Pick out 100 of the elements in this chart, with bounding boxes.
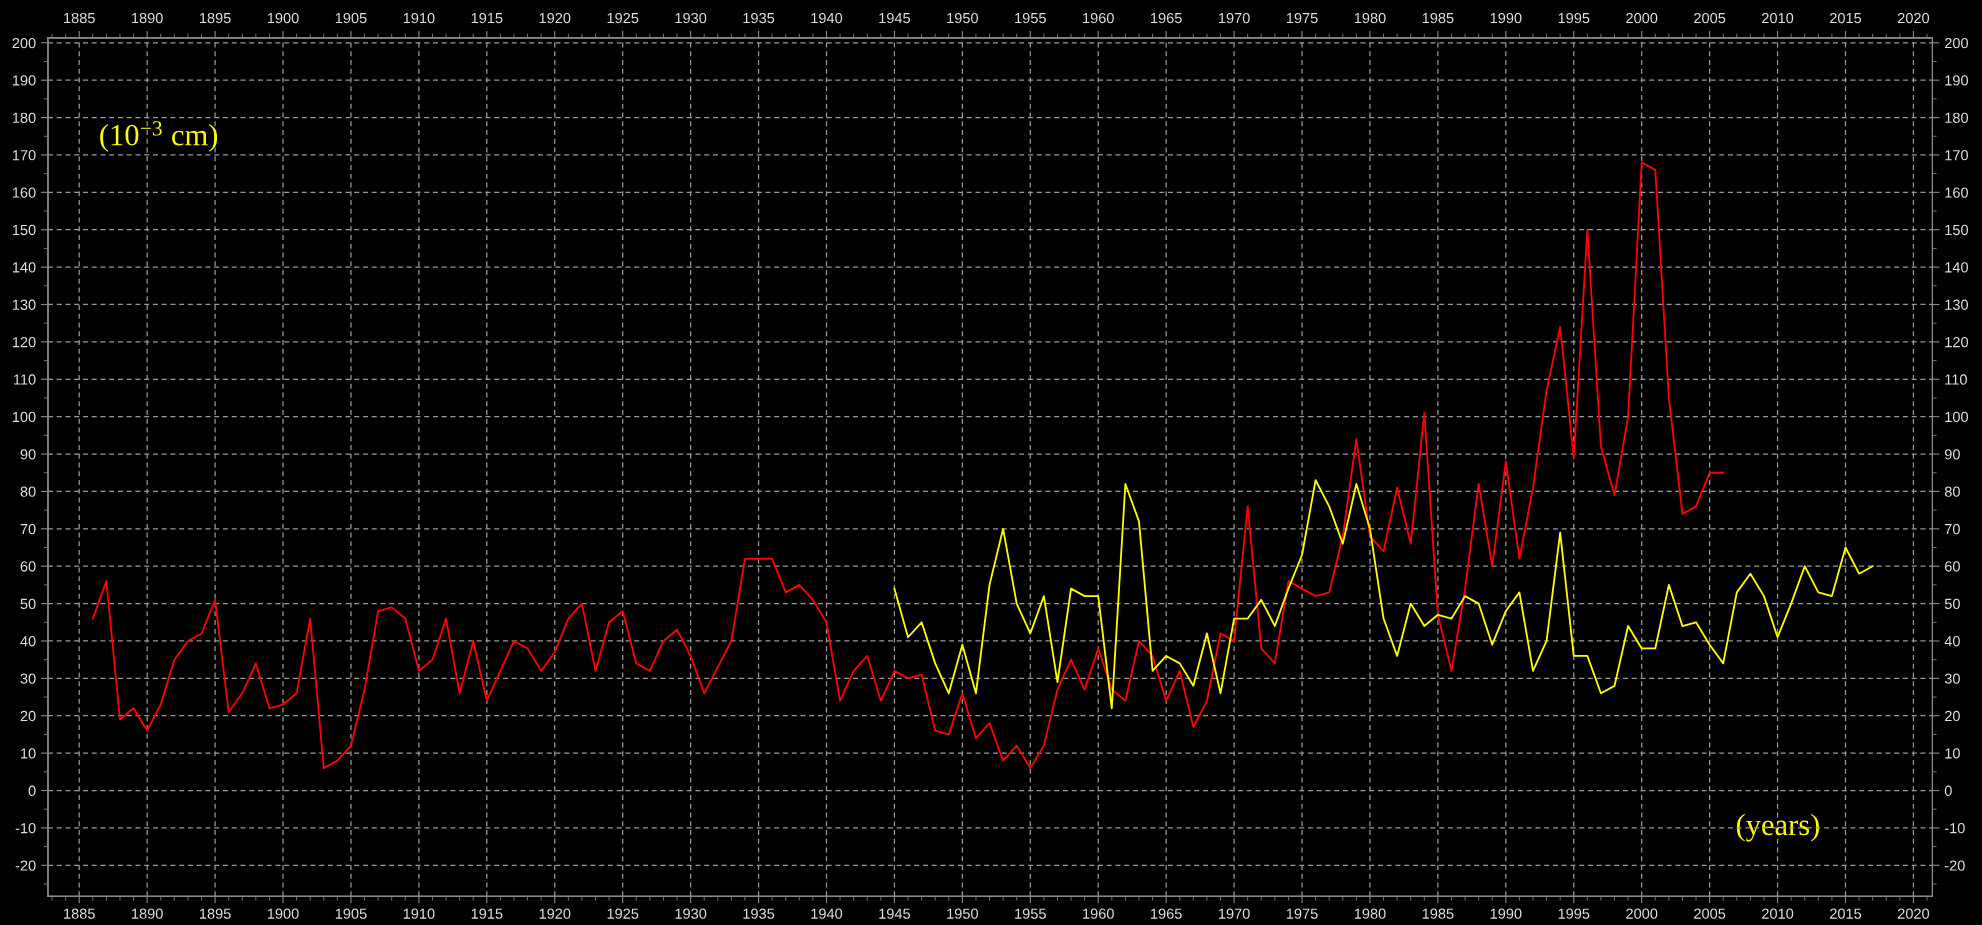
y-tick-label: 120 [12,336,36,348]
x-tick-label: 1985 [1422,908,1454,919]
y2-tick-label: 140 [1945,262,1969,273]
y-tick-label: 140 [12,262,36,273]
y2-tick-label: 130 [1945,299,1969,310]
x-tick-label: 1910 [403,908,435,919]
x-tick-label: 2020 [1897,908,1930,919]
x-tick-label: 1925 [607,908,639,919]
x2-tick-label: 1920 [539,12,571,24]
x-tick-label: 1975 [1286,908,1318,919]
x-tick-label: 1960 [1083,908,1114,919]
y2-tick-label: 50 [1944,598,1960,610]
y2-tick-label: 20 [1944,710,1960,722]
y-tick-label: 130 [12,299,36,310]
y2-tick-label: 40 [1944,636,1960,647]
x2-tick-label: 1975 [1286,12,1318,24]
x-tick-label: 1995 [1558,908,1590,919]
x-tick-label: 1990 [1490,908,1522,919]
y-tick-label: 180 [12,112,36,123]
x2-tick-label: 1930 [675,12,707,24]
y2-tick-label: -10 [1944,823,1965,834]
y2-tick-label: 30 [1944,673,1960,684]
x-tick-label: 1885 [64,908,95,919]
line-series [893,479,1874,710]
x2-tick-label: 1890 [132,12,163,24]
y2-tick-label: 80 [1944,486,1960,497]
x2-tick-label: 1885 [64,12,95,24]
x-tick-label: 1980 [1354,908,1386,919]
y-tick-label: 50 [20,598,36,610]
x-tick-label: 2005 [1694,908,1726,919]
x2-tick-label: 1955 [1015,12,1046,24]
y-tick-label: -20 [15,860,36,871]
x-tick-label: 1965 [1151,908,1182,919]
x-axis-title: (years) [1736,813,1819,842]
x2-tick-label: 1915 [471,12,503,24]
x2-tick-label: 1910 [403,12,435,24]
x2-tick-label: 2005 [1694,12,1726,24]
x2-tick-label: 1970 [1218,12,1250,24]
y2-tick-label: -20 [1944,860,1965,871]
y-tick-label: -10 [15,823,36,834]
y2-tick-label: 170 [1945,150,1969,161]
x2-tick-label: 1950 [947,12,979,24]
y-tick-label: 40 [20,636,36,647]
x2-tick-label: 1995 [1558,12,1590,24]
y-tick-label: 30 [20,673,36,684]
x2-tick-label: 1985 [1422,12,1454,24]
x2-tick-label: 1895 [199,12,231,24]
y-tick-label: 70 [20,523,36,535]
x2-tick-label: 2000 [1626,12,1658,24]
x2-tick-label: 1945 [879,12,911,24]
y-axis-title: (10$^{−3}$ cm) [100,121,218,152]
x2-tick-label: 1925 [607,12,639,24]
y-tick-label: 190 [12,75,36,86]
x-tick-label: 1970 [1218,908,1250,919]
y2-tick-label: 60 [1945,561,1960,572]
y-tick-label: 10 [21,748,36,759]
y2-tick-label: 150 [1945,224,1969,236]
y-tick-label: 60 [20,561,36,572]
x-tick-label: 2000 [1626,908,1658,919]
x2-tick-label: 2020 [1897,12,1930,24]
x-tick-label: 1890 [132,908,163,919]
x-tick-label: 1930 [675,908,707,919]
x2-tick-label: 1960 [1083,12,1114,24]
x2-tick-label: 2015 [1830,12,1862,24]
y2-tick-label: 0 [1944,785,1952,796]
x-tick-label: 1905 [335,908,367,919]
x-tick-label: 1955 [1015,908,1046,919]
x2-tick-label: 2010 [1762,12,1794,24]
y-tick-label: 0 [28,785,36,796]
y2-tick-label: 10 [1945,748,1960,759]
x2-tick-label: 1965 [1151,12,1182,24]
y2-tick-label: 200 [1944,37,1969,49]
x-tick-label: 2015 [1830,908,1862,919]
x2-tick-label: 1990 [1490,12,1522,24]
y-tick-label: 100 [12,411,36,423]
y2-tick-label: 90 [1944,449,1960,460]
y-tick-label: 80 [20,486,36,497]
y-tick-label: 20 [20,710,36,722]
y2-tick-label: 100 [1945,411,1969,423]
y-tick-label: 90 [20,449,36,460]
x2-tick-label: 1905 [335,12,367,24]
y2-tick-label: 110 [1945,374,1967,385]
x-tick-label: 1895 [199,908,231,919]
x-tick-label: 1920 [539,908,571,919]
y-tick-label: 170 [12,150,36,161]
y-tick-label: 160 [12,187,36,198]
x2-tick-label: 1940 [811,12,843,24]
y-tick-label: 150 [12,224,36,236]
y2-tick-label: 190 [1945,75,1969,86]
x-tick-label: 1915 [471,908,503,919]
y2-tick-label: 120 [1945,336,1969,348]
x-tick-label: 1935 [743,908,775,919]
y-tick-label: 110 [14,374,36,385]
x-tick-label: 2010 [1762,908,1794,919]
y2-tick-label: 160 [1945,187,1969,198]
x2-tick-label: 1980 [1354,12,1386,24]
x-tick-label: 1945 [879,908,911,919]
x-tick-label: 1940 [811,908,843,919]
y-tick-label: 200 [12,37,36,49]
y2-tick-label: 70 [1945,523,1960,535]
